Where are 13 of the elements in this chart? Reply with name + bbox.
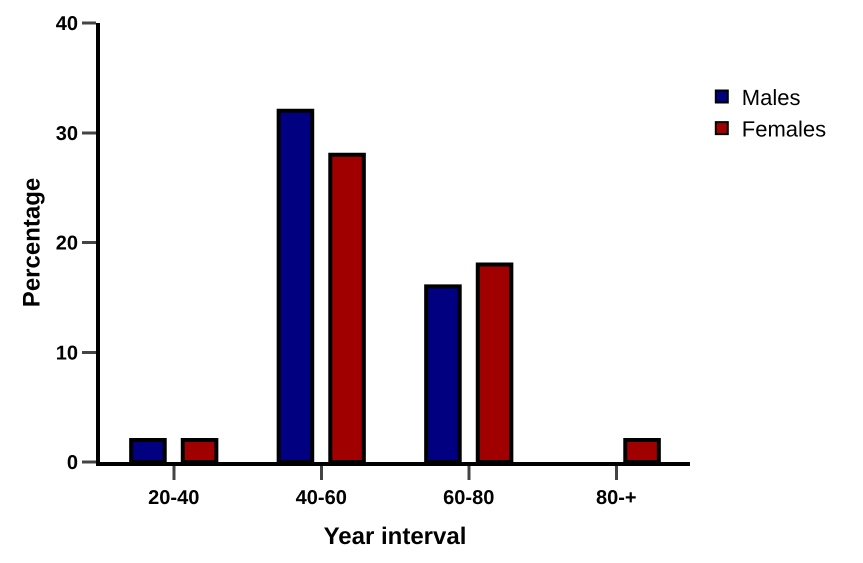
x-tick-label: 20-40 <box>148 487 200 509</box>
x-axis-title: Year interval <box>324 522 466 550</box>
x-tick-label: 40-60 <box>296 487 347 509</box>
y-tick-label: 20 <box>56 232 78 254</box>
y-tick-label: 0 <box>66 452 78 474</box>
legend-label: Females <box>742 116 826 142</box>
y-tick-label: 40 <box>56 13 78 35</box>
legend-label: Males <box>742 85 800 110</box>
y-tick-label: 30 <box>56 122 78 145</box>
y-axis-title: Percentage <box>18 178 46 308</box>
x-tick-label: 80-+ <box>596 487 637 509</box>
y-tick-label: 10 <box>56 342 78 364</box>
x-tick-label: 60-80 <box>443 487 494 509</box>
